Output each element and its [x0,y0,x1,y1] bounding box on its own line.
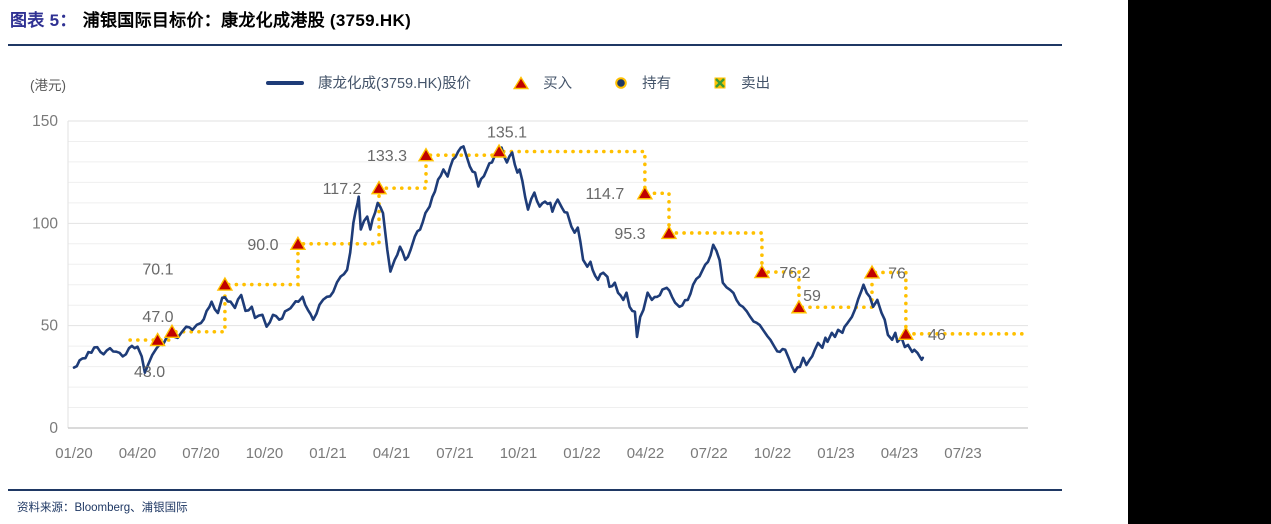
target-price-label: 43.0 [134,364,165,381]
x-tick-label: 04/23 [881,445,919,462]
y-axis-tick-labels: 0 50 100 150 [32,113,58,437]
y-tick-label: 150 [32,113,58,130]
hold-circle-icon [615,76,627,89]
target-price-label: 95.3 [614,226,645,243]
figure-number-label: 图表 5： [10,11,77,30]
x-tick-label: 01/21 [309,445,347,462]
stock-price-line [72,145,925,374]
buy-marker [417,147,435,162]
x-tick-label: 04/20 [119,445,157,462]
buy-triangle-icon [513,75,530,89]
target-price-label: 135.1 [487,124,527,141]
buy-marker [216,276,234,291]
figure-title-text: 浦银国际目标价：康龙化成港股 (3759.HK) [82,11,412,30]
legend-item-price-line: 康龙化成(3759.HK)股价 [266,72,471,93]
right-black-panel [1128,0,1271,524]
legend-item-sell: 卖出 [713,72,770,93]
x-tick-label: 04/21 [373,445,411,462]
buy-marker [149,332,166,347]
x-tick-label: 07/20 [182,445,220,462]
chart-legend: 康龙化成(3759.HK)股价 买入 持有 卖出 [266,72,770,93]
target-price-label: 133.3 [367,148,407,165]
target-price-label: 46 [928,327,946,344]
x-tick-label: 10/22 [754,445,792,462]
y-tick-label: 50 [41,318,59,335]
buy-marker [790,299,808,314]
page-title: 图表 5： 浦银国际目标价：康龙化成港股 (3759.HK) [10,6,411,31]
y-axis-unit-label: (港元) [30,78,66,93]
target-price-label: 59 [803,288,821,305]
sell-cross-icon [714,77,726,88]
target-price-label: 47.0 [142,309,173,326]
target-price-label: 76 [888,265,906,282]
target-price-label: 76.2 [779,265,810,282]
title-divider-line [8,44,1062,46]
x-tick-label: 10/21 [500,445,538,462]
x-tick-label: 07/23 [944,445,982,462]
y-tick-label: 100 [32,215,58,232]
buy-marker [863,264,881,279]
price-line-swatch-icon [266,80,304,85]
target-price-label: 70.1 [142,262,173,279]
target-price-label: 90.0 [247,237,278,254]
legend-hold-label: 持有 [642,76,672,92]
buy-marker [636,185,654,200]
buy-marker [163,323,181,339]
x-tick-label: 01/20 [55,445,93,462]
legend-item-buy: 买入 [513,72,572,93]
buy-marker [753,264,771,279]
legend-buy-label: 买入 [543,76,573,92]
x-tick-label: 01/22 [563,445,601,462]
buy-marker [897,325,915,341]
y-tick-label: 0 [49,420,58,437]
x-tick-label: 04/22 [627,445,665,462]
buy-marker [370,180,388,195]
x-axis-tick-labels: 01/20 04/20 07/20 10/20 01/21 04/21 07/21 10/21… [55,445,982,462]
x-tick-label: 01/23 [817,445,855,462]
gridlines [67,120,1028,429]
legend-sell-label: 卖出 [741,76,771,92]
rating-markers: 43.0 47.0 70.1 90.0 117.2 133.3 135.1 114.7 95.3… [134,124,946,380]
buy-marker [289,235,307,250]
x-tick-label: 07/22 [690,445,728,462]
source-note: 资料来源：Bloomberg、浦银国际 [17,502,188,514]
buy-marker [660,225,678,240]
target-price-label: 117.2 [323,181,362,198]
target-price-label: 114.7 [585,186,624,203]
legend-price-line-label: 康龙化成(3759.HK)股价 [318,76,472,92]
legend-item-hold: 持有 [614,72,671,93]
x-tick-label: 07/21 [436,445,474,462]
target-price-step-line [128,149,1029,342]
footer-divider-line [8,489,1062,491]
x-tick-label: 10/20 [246,445,284,462]
buy-marker [490,143,508,158]
